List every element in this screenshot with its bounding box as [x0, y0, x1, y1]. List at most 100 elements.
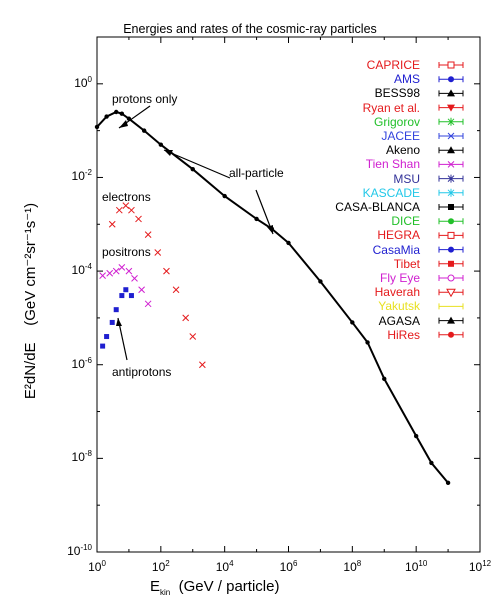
- x-tick-label: 102: [141, 559, 181, 574]
- legend-marker: [448, 246, 454, 253]
- legend-marker: [448, 331, 454, 338]
- legend-entry-caprice: CAPRICE: [366, 58, 420, 72]
- legend-marker: [447, 89, 455, 97]
- point-antiprotons: [123, 287, 129, 293]
- legend-entry-fly-eye: Fly Eye: [379, 271, 420, 285]
- x-tick-base: 10: [405, 560, 419, 574]
- y-axis-main: E²dN/dE: [22, 342, 39, 400]
- x-tick-base: 10: [343, 560, 357, 574]
- point-electrons: [115, 206, 123, 214]
- legend-marker: [447, 61, 455, 69]
- legend-entry-yakutsk: Yakutsk: [378, 299, 420, 314]
- x-tick-base: 10: [151, 560, 166, 574]
- y-tick-exp: -10: [80, 543, 92, 552]
- y-tick-base: 10: [74, 75, 88, 90]
- point-positrons: [125, 267, 133, 275]
- point-all-particle: [382, 376, 387, 382]
- x-tick-base: 10: [468, 560, 483, 574]
- point-electrons: [135, 215, 142, 223]
- annotation-antiprotons: antiprotons: [112, 365, 172, 379]
- annotation-all-particle: all-particle: [229, 166, 284, 180]
- x-tick-exp: 10: [418, 559, 428, 568]
- data-marks: [94, 109, 451, 486]
- legend-entry-agasa: AGASA: [378, 313, 420, 328]
- annotation-electrons: electrons: [102, 190, 151, 204]
- x-axis-label: Ekin (GeV / particle): [150, 578, 279, 597]
- y-tick-label: 10-2: [58, 168, 92, 183]
- y-tick-label: 10-6: [58, 356, 92, 371]
- y-tick-exp: 0: [87, 74, 92, 84]
- point-all-particle: [114, 109, 119, 115]
- y-tick-label: 10-8: [58, 449, 92, 464]
- point-electrons: [108, 220, 116, 228]
- axis-ticks: [96, 36, 481, 553]
- y-tick-label: 10-10: [58, 543, 92, 558]
- legend-markers: [438, 61, 464, 338]
- legend-entry-kascade: KASCADE: [362, 185, 420, 200]
- point-all-particle: [350, 320, 355, 325]
- point-positrons: [106, 269, 114, 277]
- x-tick-label: 108: [332, 559, 372, 574]
- legend-marker: [447, 104, 455, 112]
- chart-title: Energies and rates of the cosmic-ray par…: [123, 22, 377, 36]
- arrow-head-antiprotons: [116, 318, 122, 326]
- y-tick-base: 10: [71, 263, 85, 278]
- point-all-particle: [141, 128, 147, 133]
- x-tick-label: 104: [205, 559, 245, 574]
- arrow-head-all-particle-1: [164, 150, 173, 156]
- legend-marker: [447, 161, 455, 168]
- point-antiprotons: [113, 307, 119, 313]
- y-tick-exp: -4: [84, 262, 92, 272]
- legend-entry-akeno: Akeno: [385, 143, 420, 158]
- y-tick-label: 100: [58, 75, 92, 90]
- point-electrons: [122, 202, 130, 209]
- x-tick-base: 10: [279, 560, 293, 574]
- y-tick-base: 10: [71, 450, 85, 465]
- point-all-particle: [119, 111, 125, 116]
- legend-entry-msu: MSU: [393, 171, 420, 186]
- point-antiprotons: [109, 319, 115, 325]
- x-tick-base: 10: [215, 560, 230, 574]
- legend-entry-casa-blanca: CASA-BLANCA: [335, 200, 420, 214]
- y-tick-base: 10: [67, 544, 81, 558]
- point-all-particle: [254, 216, 259, 222]
- point-electrons: [189, 333, 197, 340]
- x-tick-base: 10: [88, 560, 102, 574]
- point-electrons: [199, 361, 206, 369]
- plot-frame: [96, 36, 481, 553]
- legend-entry-hires: HiRes: [387, 327, 420, 342]
- x-axis-sub: kin: [160, 588, 171, 597]
- x-tick-exp: 6: [292, 559, 298, 568]
- legend-marker: [448, 260, 454, 267]
- point-all-particle: [413, 433, 419, 439]
- point-antiprotons: [100, 343, 106, 349]
- legend-entry-casamia: CasaMia: [372, 242, 420, 257]
- point-antiprotons: [104, 334, 110, 340]
- legend-marker: [447, 316, 455, 324]
- point-all-particle: [365, 340, 370, 345]
- x-tick-exp: 2: [165, 559, 170, 568]
- legend-entry-tibet: Tibet: [393, 256, 420, 271]
- point-all-particle: [104, 114, 109, 119]
- legend-entry-tien-shan: Tien Shan: [365, 157, 420, 172]
- y-tick-base: 10: [71, 169, 85, 184]
- legend-marker: [448, 76, 454, 83]
- y-axis-unit: (GeV cm⁻²sr⁻¹s⁻¹): [22, 202, 39, 326]
- legend-marker: [448, 218, 454, 225]
- legend-entry-hegra: HEGRA: [377, 228, 420, 243]
- point-all-particle: [429, 460, 434, 466]
- point-electrons: [144, 231, 152, 239]
- x-tick-exp: 12: [482, 559, 492, 568]
- legend-entry-haverah: Haverah: [374, 285, 420, 300]
- point-electrons: [154, 249, 162, 256]
- point-antiprotons: [119, 293, 125, 299]
- point-antiprotons: [128, 293, 134, 299]
- point-positrons: [112, 267, 120, 275]
- x-axis-unit: (GeV / particle): [178, 578, 280, 595]
- point-electrons: [172, 286, 180, 294]
- point-positrons: [144, 300, 152, 308]
- arrow-head-protons: [119, 120, 128, 128]
- y-tick-base: 10: [71, 356, 85, 371]
- arrow-head-all-particle-2: [267, 225, 273, 234]
